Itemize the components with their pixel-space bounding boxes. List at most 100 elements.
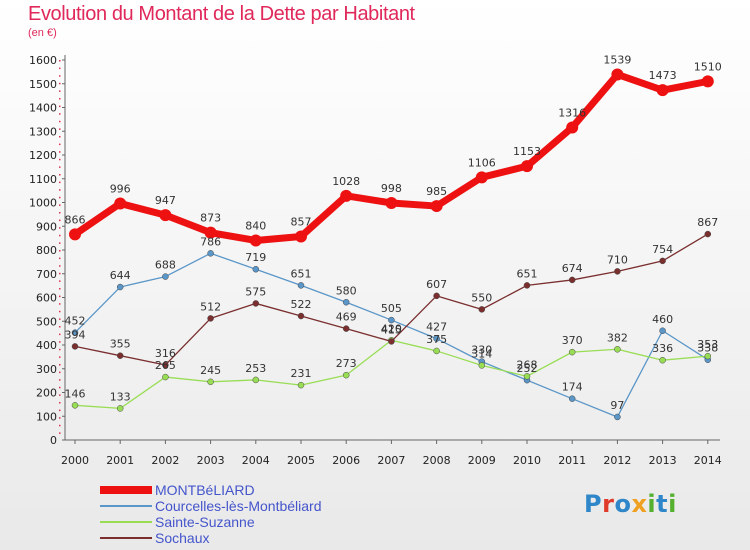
- x-tick-label: 2003: [197, 454, 225, 467]
- y-tick-label: 0: [50, 434, 57, 447]
- data-point: [252, 300, 260, 307]
- data-label: 97: [610, 399, 624, 412]
- y-axis-dot: [59, 386, 61, 389]
- legend-label: Sainte-Suzanne: [155, 514, 255, 530]
- data-label: 133: [110, 390, 131, 403]
- data-label: 469: [336, 311, 357, 324]
- data-point: [340, 189, 353, 202]
- data-point: [207, 378, 214, 386]
- data-point: [433, 347, 440, 355]
- data-label: 245: [200, 364, 221, 377]
- data-label: 316: [155, 347, 176, 360]
- data-label: 353: [697, 338, 718, 351]
- data-label: 857: [291, 215, 312, 228]
- x-tick-label: 2008: [423, 454, 451, 467]
- y-axis-dot: [59, 379, 61, 381]
- data-point: [207, 250, 214, 257]
- data-point: [342, 299, 350, 306]
- data-point: [162, 373, 169, 381]
- data-point: [297, 312, 305, 320]
- y-axis-dot: [59, 166, 61, 168]
- data-point: [162, 361, 169, 369]
- data-label: 719: [245, 251, 266, 264]
- data-point: [388, 338, 395, 345]
- data-label: 580: [336, 284, 357, 297]
- y-tick-label: 600: [36, 292, 57, 305]
- data-label: 370: [562, 334, 583, 347]
- y-axis-dot: [59, 227, 61, 229]
- x-tick-label: 2002: [151, 454, 179, 467]
- y-axis-dot: [59, 432, 61, 434]
- y-tick-label: 700: [36, 268, 57, 281]
- y-axis-dot: [59, 120, 61, 123]
- y-axis-dot: [59, 181, 61, 184]
- legend-swatch: [100, 505, 152, 507]
- data-label: 1473: [649, 69, 677, 82]
- y-axis-dot: [59, 219, 61, 222]
- y-tick-label: 900: [36, 220, 57, 233]
- data-point: [388, 316, 395, 324]
- data-point: [297, 381, 305, 389]
- y-axis-dot: [59, 402, 61, 404]
- data-point: [162, 273, 169, 280]
- data-point: [71, 343, 79, 350]
- legend-swatch: [100, 537, 152, 539]
- data-label: 651: [291, 267, 312, 280]
- data-point: [523, 373, 531, 380]
- data-label: 840: [245, 220, 266, 233]
- y-axis-dot: [59, 212, 61, 214]
- data-label: 336: [652, 342, 673, 355]
- y-tick-label: 1300: [29, 125, 57, 138]
- data-label: 273: [336, 357, 357, 370]
- data-point: [116, 405, 124, 412]
- data-label: 460: [652, 313, 673, 326]
- data-point: [342, 371, 350, 379]
- legend-swatch: [100, 486, 152, 494]
- data-label: 427: [426, 321, 447, 334]
- logo-letter: t: [656, 490, 669, 518]
- data-point: [478, 306, 486, 313]
- data-label: 394: [65, 328, 86, 341]
- x-tick-label: 2012: [603, 454, 631, 467]
- data-label: 375: [426, 333, 447, 346]
- y-axis-dot: [59, 409, 61, 412]
- logo-letter: i: [647, 490, 657, 518]
- x-tick-label: 2006: [332, 454, 360, 467]
- data-point: [659, 257, 666, 265]
- y-axis-dot: [59, 417, 61, 419]
- y-axis-dot: [59, 189, 61, 191]
- y-axis-dot: [59, 90, 61, 92]
- y-axis-dot: [59, 113, 61, 115]
- y-axis-dot: [59, 98, 61, 100]
- data-label: 253: [245, 362, 266, 375]
- data-label: 947: [155, 194, 176, 207]
- logo-letter: i: [668, 490, 677, 518]
- data-label: 330: [471, 344, 492, 357]
- data-point: [566, 121, 579, 134]
- data-labels-group: 866 996 947 873 840 857 1028 998 985 1106 1153 1316…: [65, 53, 722, 411]
- y-tick-label: 1500: [29, 78, 57, 91]
- legend-label: Sochaux: [155, 530, 210, 546]
- data-point: [568, 348, 576, 356]
- x-tick-label: 2010: [513, 454, 541, 467]
- data-point: [568, 276, 576, 284]
- x-tick-label: 2001: [106, 454, 134, 467]
- y-tick-label: 1000: [29, 197, 57, 210]
- data-point: [701, 75, 714, 88]
- y-axis-dot: [59, 272, 61, 275]
- y-axis-dot: [59, 82, 61, 85]
- y-axis-dot: [59, 158, 61, 161]
- data-label: 452: [65, 315, 86, 328]
- y-axis-dot: [59, 242, 61, 244]
- x-tick-label: 2011: [558, 454, 586, 467]
- data-point: [385, 196, 398, 209]
- y-axis-dot: [59, 333, 61, 336]
- y-tick-label: 800: [36, 244, 57, 257]
- data-point: [252, 265, 260, 273]
- y-tick-label: 1600: [29, 54, 57, 67]
- data-point: [159, 209, 172, 222]
- y-axis-dot: [59, 136, 61, 138]
- data-point: [116, 352, 124, 359]
- data-point: [614, 268, 621, 275]
